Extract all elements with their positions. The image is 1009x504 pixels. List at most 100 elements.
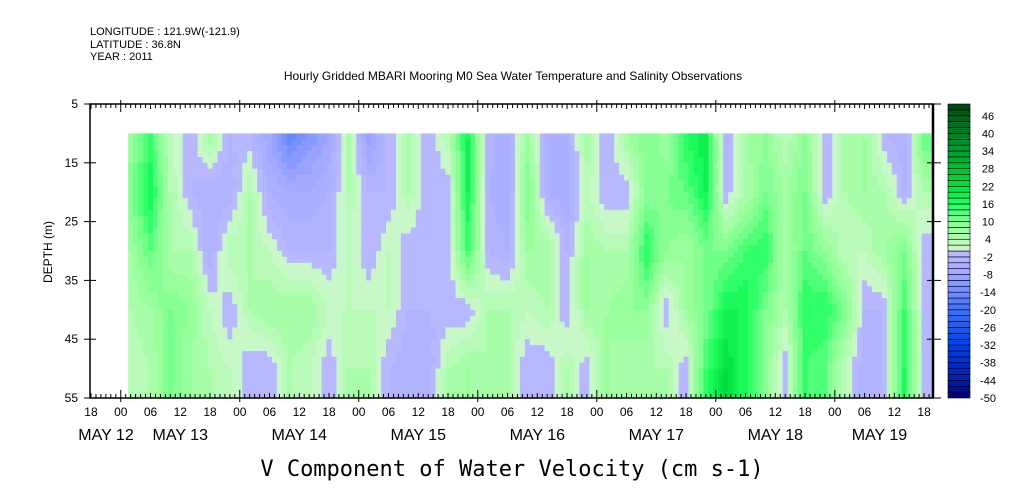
heat-cell bbox=[351, 333, 357, 340]
heat-cell bbox=[301, 315, 308, 323]
heat-cell bbox=[281, 186, 288, 193]
heat-cell bbox=[396, 321, 402, 329]
heat-cell bbox=[371, 174, 377, 182]
heat-cell bbox=[386, 180, 392, 187]
heat-cell bbox=[549, 262, 556, 270]
heat-cell bbox=[579, 133, 585, 140]
heat-cell bbox=[599, 268, 605, 276]
heat-cell bbox=[658, 239, 665, 246]
heat-cell bbox=[356, 280, 362, 287]
heat-cell bbox=[425, 333, 432, 340]
heat-cell bbox=[559, 286, 566, 293]
heat-cell bbox=[455, 151, 462, 158]
heat-cell bbox=[510, 309, 516, 317]
heat-cell bbox=[396, 204, 402, 211]
heat-cell bbox=[455, 192, 462, 199]
heat-cell bbox=[450, 286, 457, 293]
heat-cell bbox=[361, 280, 367, 287]
heat-cell bbox=[624, 298, 630, 305]
heat-cell bbox=[410, 204, 417, 211]
heat-cell bbox=[549, 339, 556, 346]
heat-cell bbox=[604, 227, 610, 234]
heat-cell bbox=[227, 133, 233, 140]
heat-cell bbox=[331, 274, 338, 281]
heat-cell bbox=[376, 180, 382, 187]
heat-cell bbox=[663, 174, 670, 182]
heat-cell bbox=[445, 374, 452, 381]
heat-cell bbox=[629, 351, 635, 358]
heat-cell bbox=[609, 356, 615, 364]
heat-cell bbox=[162, 286, 169, 293]
heat-cell bbox=[415, 327, 422, 334]
heat-cell bbox=[653, 298, 660, 305]
heat-cell bbox=[272, 351, 278, 358]
heat-cell bbox=[594, 151, 600, 158]
heat-cell bbox=[465, 327, 471, 334]
heat-cell bbox=[386, 286, 392, 293]
heat-cell bbox=[321, 356, 328, 364]
heat-cell bbox=[143, 215, 149, 223]
heat-cell bbox=[534, 239, 541, 246]
heat-cell bbox=[614, 303, 620, 311]
heat-cell bbox=[500, 280, 506, 287]
heat-cell bbox=[227, 292, 233, 299]
heat-cell bbox=[579, 139, 585, 146]
heat-cell bbox=[197, 227, 204, 234]
heat-cell bbox=[554, 156, 561, 164]
heat-cell bbox=[673, 303, 680, 311]
heat-cell bbox=[648, 374, 655, 381]
heat-cell bbox=[326, 215, 333, 223]
heat-cell bbox=[376, 133, 382, 140]
heat-cell bbox=[604, 368, 610, 376]
heat-cell bbox=[648, 356, 655, 364]
heat-cell bbox=[673, 339, 680, 346]
heat-cell bbox=[281, 274, 288, 281]
heat-cell bbox=[187, 292, 194, 299]
heat-cell bbox=[321, 339, 328, 346]
heat-cell bbox=[629, 186, 635, 193]
heat-cell bbox=[519, 133, 526, 140]
heat-cell bbox=[366, 174, 372, 182]
heat-cell bbox=[460, 221, 466, 229]
heat-cell bbox=[212, 133, 219, 140]
heat-cell bbox=[658, 168, 665, 176]
heat-cell bbox=[177, 368, 184, 376]
heat-cell bbox=[624, 133, 630, 140]
heat-cell bbox=[629, 327, 635, 334]
heat-cell bbox=[425, 198, 432, 205]
heat-cell bbox=[634, 227, 640, 234]
heat-cell bbox=[539, 209, 546, 217]
heat-cell bbox=[663, 215, 670, 223]
heat-cell bbox=[291, 162, 298, 170]
heat-cell bbox=[549, 315, 556, 323]
heat-cell bbox=[589, 315, 595, 323]
heat-cell bbox=[549, 292, 556, 299]
heat-cell bbox=[440, 351, 447, 358]
heat-cell bbox=[252, 298, 258, 305]
heat-cell bbox=[470, 351, 476, 358]
heat-cell bbox=[410, 151, 417, 158]
heat-cell bbox=[296, 133, 303, 140]
heat-cell bbox=[232, 345, 238, 352]
heat-cell bbox=[594, 298, 600, 305]
heat-cell bbox=[405, 145, 412, 152]
heat-cell bbox=[519, 292, 526, 299]
heat-cell bbox=[272, 374, 278, 381]
heat-cell bbox=[638, 333, 645, 340]
heat-cell bbox=[609, 292, 615, 299]
heat-cell bbox=[396, 251, 402, 258]
heat-cell bbox=[425, 145, 432, 152]
heat-cell bbox=[321, 321, 328, 329]
heat-cell bbox=[381, 280, 387, 287]
heat-cell bbox=[291, 351, 298, 358]
heat-cell bbox=[534, 180, 541, 187]
heat-cell bbox=[584, 133, 590, 140]
heat-cell bbox=[148, 239, 154, 246]
heat-cell bbox=[192, 151, 199, 158]
heat-cell bbox=[475, 227, 481, 234]
heat-cell bbox=[490, 227, 496, 234]
heat-cell bbox=[227, 280, 233, 287]
heat-cell bbox=[316, 186, 323, 193]
heat-cell bbox=[247, 303, 253, 311]
heat-cell bbox=[648, 221, 655, 229]
